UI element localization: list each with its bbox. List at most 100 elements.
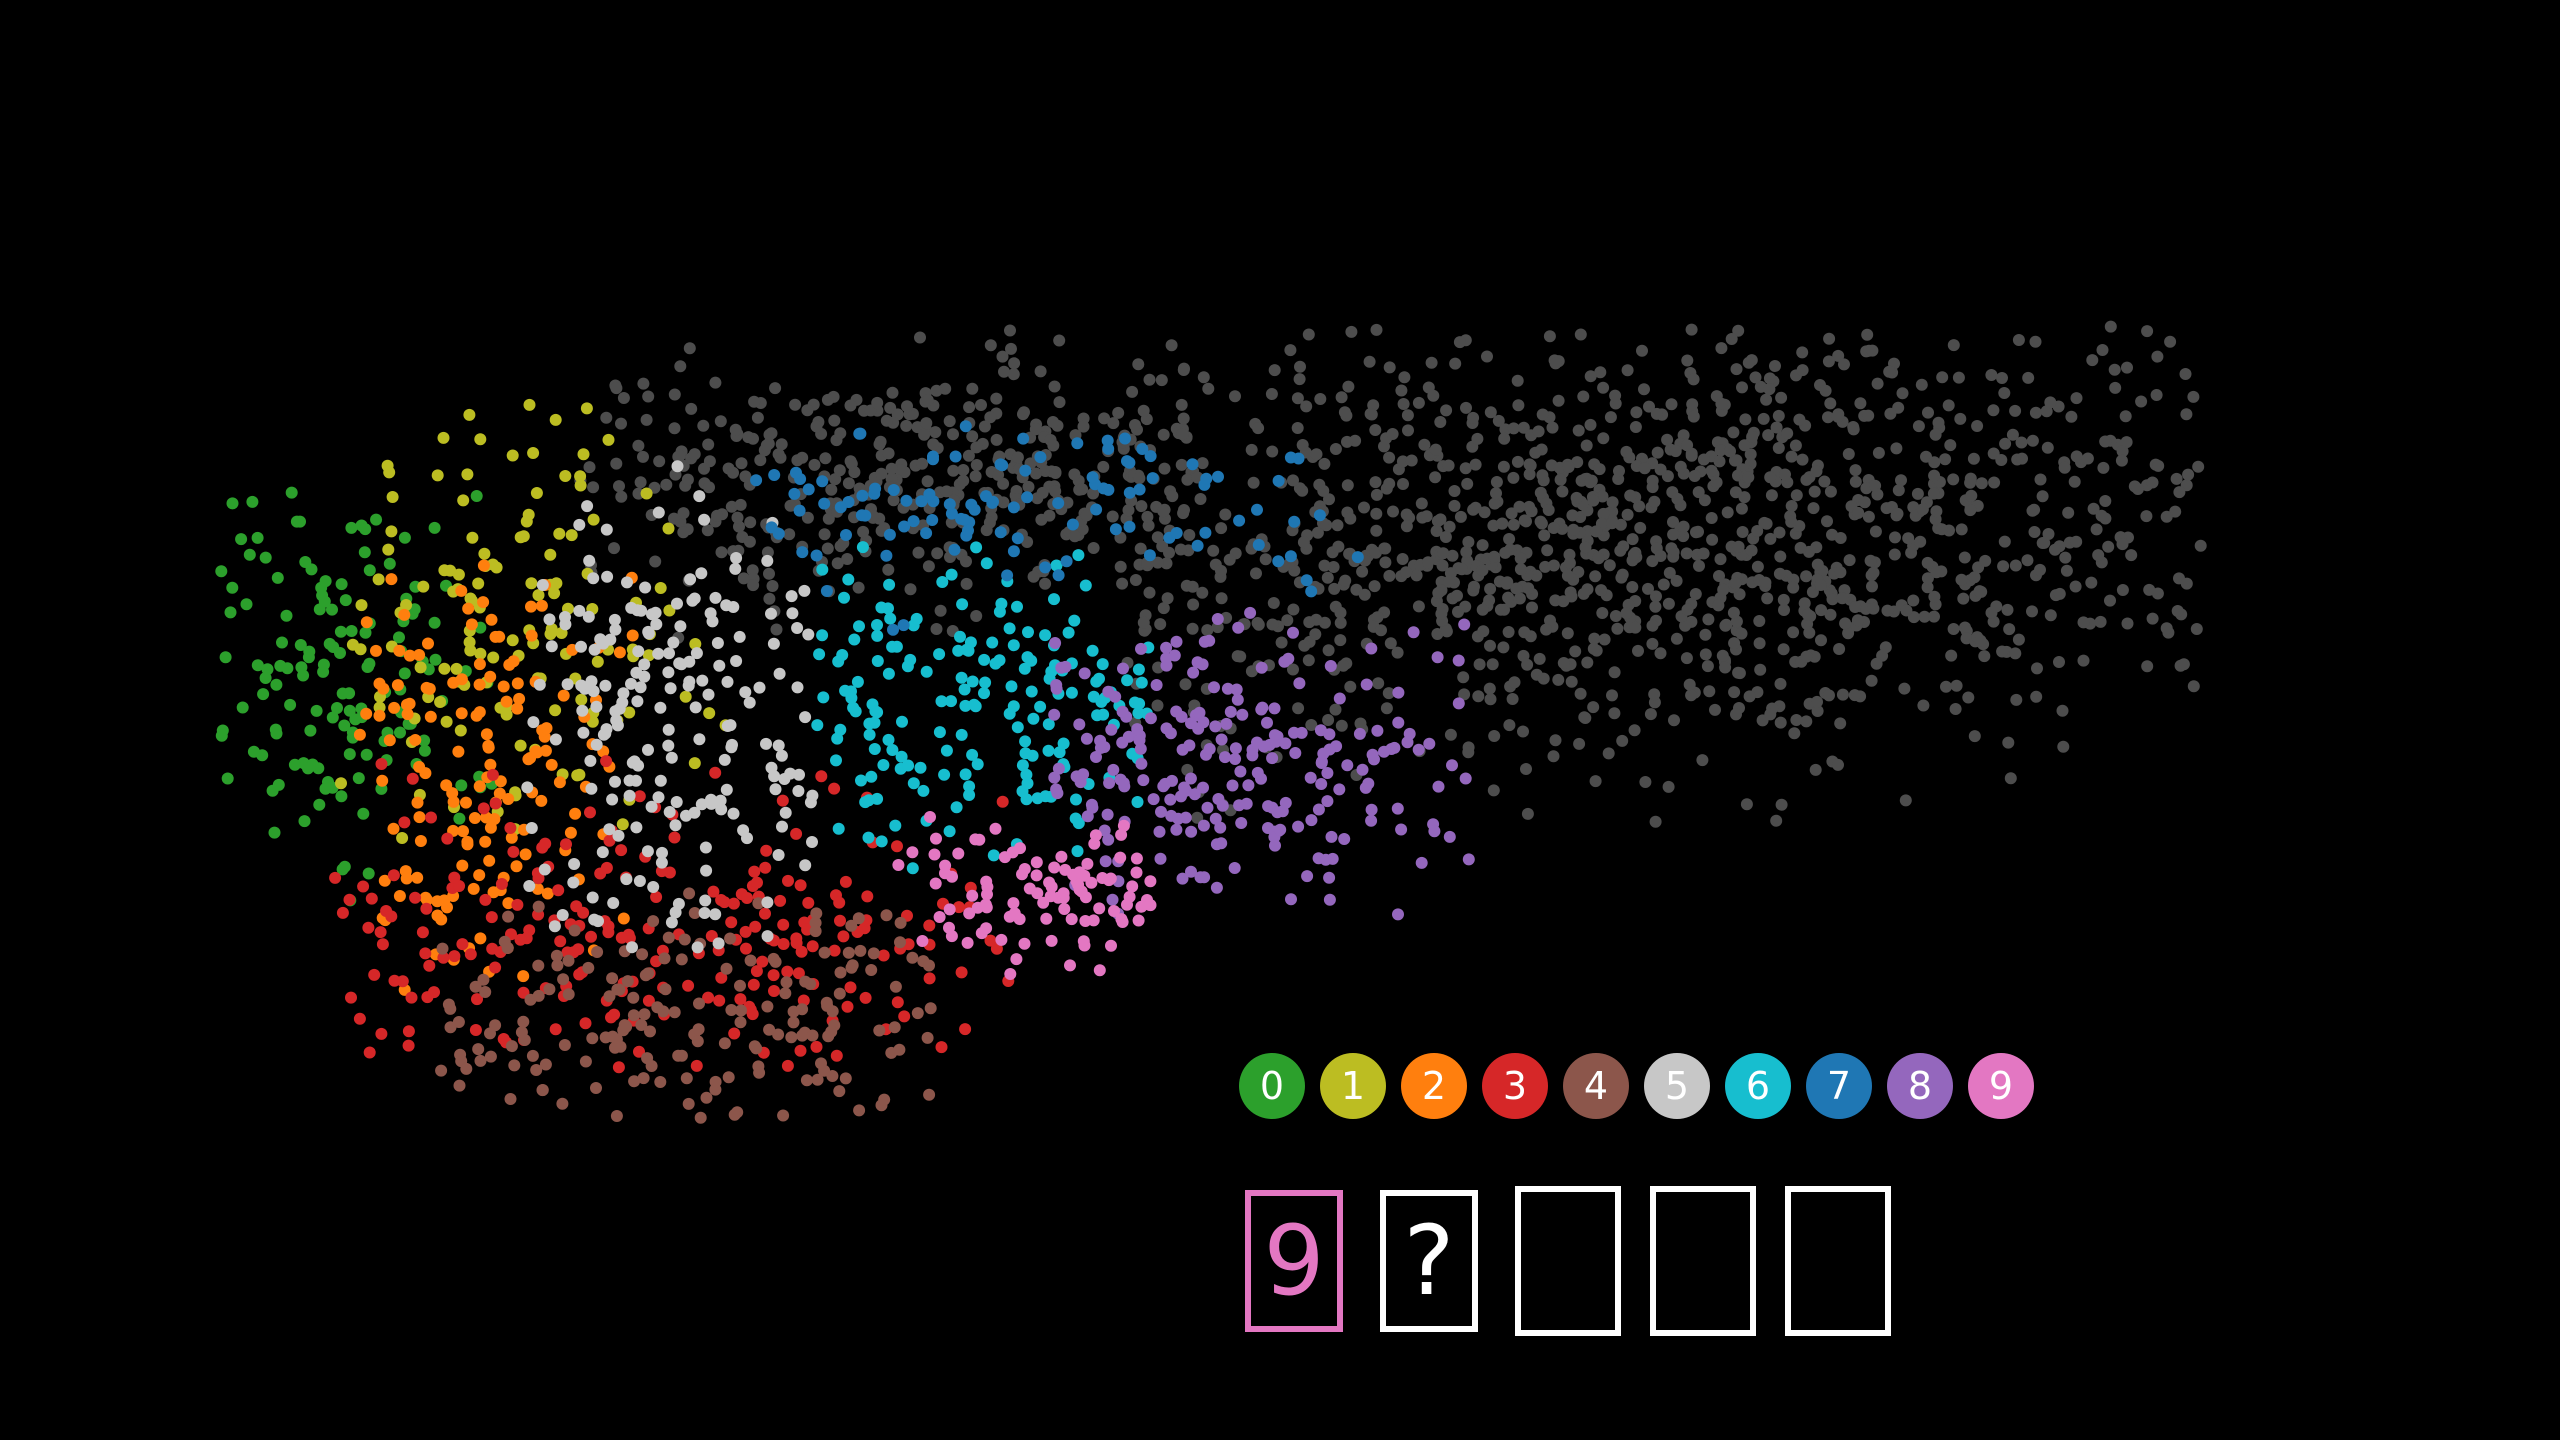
point-0 bbox=[398, 531, 411, 544]
cluster-9 bbox=[892, 811, 1157, 980]
point-5 bbox=[688, 592, 701, 605]
point-8 bbox=[1452, 697, 1465, 710]
point-7 bbox=[1284, 550, 1297, 563]
point-6 bbox=[830, 754, 842, 767]
point-unlabeled bbox=[1690, 526, 1702, 539]
point-8 bbox=[1160, 641, 1173, 654]
point-1 bbox=[450, 662, 463, 675]
point-8 bbox=[1178, 781, 1191, 794]
point-unlabeled bbox=[916, 457, 929, 470]
point-unlabeled bbox=[783, 528, 796, 541]
point-unlabeled bbox=[1322, 644, 1335, 657]
point-1 bbox=[478, 547, 491, 560]
point-unlabeled bbox=[1534, 515, 1547, 528]
point-unlabeled bbox=[1510, 582, 1523, 595]
point-5 bbox=[695, 567, 708, 580]
point-3 bbox=[421, 991, 434, 1004]
point-5 bbox=[533, 678, 546, 691]
point-6 bbox=[906, 862, 919, 875]
point-3 bbox=[479, 893, 492, 906]
point-unlabeled bbox=[1677, 520, 1690, 533]
point-4 bbox=[460, 1062, 473, 1075]
point-unlabeled bbox=[770, 623, 783, 636]
point-unlabeled bbox=[1769, 360, 1781, 372]
point-unlabeled bbox=[1914, 535, 1927, 548]
point-4 bbox=[651, 1001, 664, 1014]
point-unlabeled bbox=[1157, 505, 1170, 518]
point-unlabeled bbox=[702, 438, 715, 451]
point-unlabeled bbox=[1815, 604, 1828, 617]
point-2 bbox=[431, 895, 444, 908]
point-5 bbox=[597, 637, 610, 650]
point-unlabeled bbox=[1670, 574, 1683, 587]
point-3 bbox=[690, 1059, 703, 1072]
point-unlabeled bbox=[997, 477, 1010, 490]
point-unlabeled bbox=[1358, 588, 1371, 601]
point-7 bbox=[1034, 451, 1047, 464]
point-8 bbox=[1052, 762, 1065, 775]
point-unlabeled bbox=[1197, 371, 1210, 384]
point-unlabeled bbox=[1472, 690, 1485, 703]
point-unlabeled bbox=[1008, 357, 1021, 370]
point-9 bbox=[1088, 837, 1101, 850]
point-unlabeled bbox=[1469, 501, 1482, 514]
point-7 bbox=[1212, 470, 1224, 483]
point-unlabeled bbox=[1382, 687, 1395, 700]
point-3 bbox=[416, 926, 429, 939]
point-4 bbox=[822, 1030, 835, 1043]
point-9 bbox=[1044, 890, 1057, 903]
point-unlabeled bbox=[1609, 389, 1622, 402]
point-5 bbox=[590, 700, 603, 713]
point-8 bbox=[1269, 839, 1281, 852]
point-6 bbox=[1048, 593, 1060, 606]
point-3 bbox=[398, 816, 411, 829]
point-5 bbox=[592, 915, 604, 928]
point-1 bbox=[440, 715, 453, 728]
point-6 bbox=[871, 655, 884, 667]
point-unlabeled bbox=[1473, 658, 1486, 671]
point-9 bbox=[1087, 914, 1100, 927]
point-unlabeled bbox=[668, 422, 681, 435]
point-3 bbox=[357, 880, 370, 893]
point-5 bbox=[706, 615, 719, 628]
point-unlabeled bbox=[2099, 435, 2112, 448]
point-unlabeled bbox=[1928, 469, 1941, 482]
point-unlabeled bbox=[1832, 349, 1845, 362]
point-6 bbox=[856, 541, 869, 554]
point-unlabeled bbox=[1490, 476, 1503, 488]
point-unlabeled bbox=[1502, 626, 1515, 638]
point-unlabeled bbox=[1481, 350, 1493, 363]
point-6 bbox=[1003, 622, 1016, 635]
point-8 bbox=[1321, 795, 1334, 808]
point-6 bbox=[816, 629, 829, 642]
point-unlabeled bbox=[698, 462, 710, 475]
point-4 bbox=[453, 1079, 466, 1092]
point-4 bbox=[692, 1023, 705, 1036]
point-unlabeled bbox=[1777, 593, 1790, 606]
point-unlabeled bbox=[1383, 569, 1396, 582]
point-2 bbox=[460, 796, 472, 809]
point-6 bbox=[882, 733, 895, 746]
point-unlabeled bbox=[1291, 422, 1304, 434]
point-unlabeled bbox=[711, 509, 723, 522]
point-unlabeled bbox=[1975, 477, 1988, 490]
point-unlabeled bbox=[1606, 689, 1618, 702]
point-unlabeled bbox=[1449, 357, 1462, 370]
point-unlabeled bbox=[1822, 355, 1835, 368]
point-2 bbox=[525, 600, 537, 613]
point-unlabeled bbox=[1686, 398, 1699, 411]
point-6 bbox=[1096, 658, 1109, 671]
point-unlabeled bbox=[1451, 589, 1463, 602]
point-0 bbox=[284, 698, 297, 711]
point-unlabeled bbox=[1998, 535, 2011, 548]
point-unlabeled bbox=[1176, 428, 1189, 441]
point-unlabeled bbox=[1815, 634, 1827, 647]
point-9 bbox=[1093, 964, 1106, 977]
point-3 bbox=[402, 1025, 415, 1038]
point-unlabeled bbox=[751, 411, 764, 424]
point-unlabeled bbox=[1995, 454, 2008, 466]
point-4 bbox=[586, 1032, 599, 1045]
point-5 bbox=[638, 658, 651, 671]
point-4 bbox=[772, 1028, 785, 1041]
point-1 bbox=[525, 577, 538, 590]
